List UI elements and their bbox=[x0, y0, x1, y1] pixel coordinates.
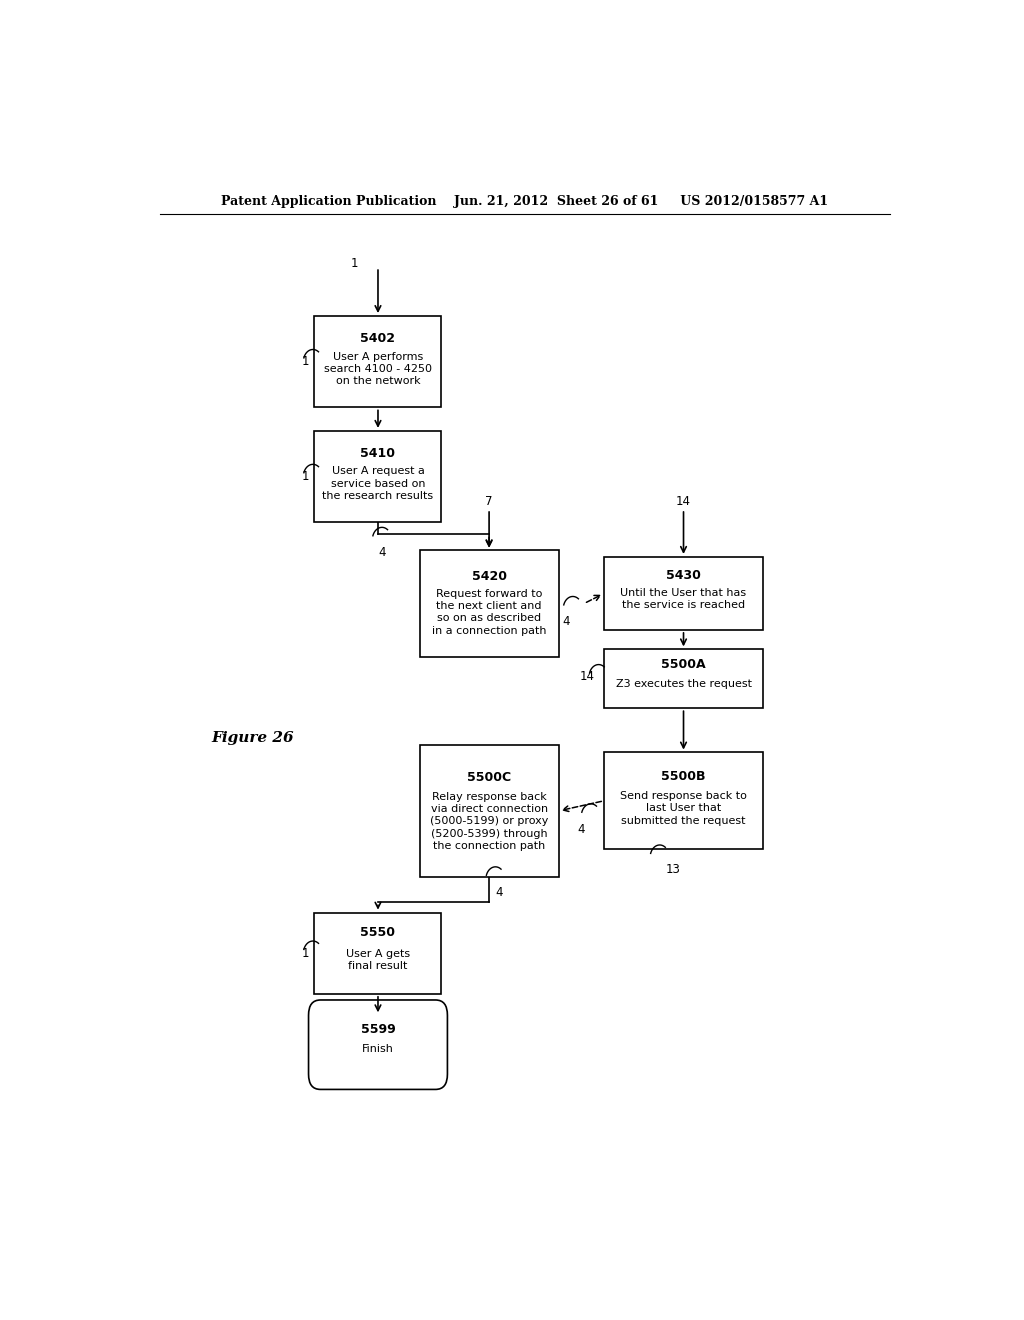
Text: Figure 26: Figure 26 bbox=[211, 731, 294, 744]
FancyBboxPatch shape bbox=[604, 557, 763, 630]
Text: 1: 1 bbox=[301, 946, 309, 960]
Text: 14: 14 bbox=[676, 495, 691, 508]
FancyBboxPatch shape bbox=[604, 752, 763, 849]
Text: Z3 executes the request: Z3 executes the request bbox=[615, 678, 752, 689]
Text: 5500C: 5500C bbox=[467, 771, 511, 784]
FancyBboxPatch shape bbox=[420, 550, 558, 657]
Text: Until the User that has
the service is reached: Until the User that has the service is r… bbox=[621, 589, 746, 610]
Text: 5500B: 5500B bbox=[662, 770, 706, 783]
FancyBboxPatch shape bbox=[308, 1001, 447, 1089]
FancyBboxPatch shape bbox=[420, 744, 558, 876]
FancyBboxPatch shape bbox=[604, 649, 763, 709]
Text: 5599: 5599 bbox=[360, 1023, 395, 1036]
Text: 1: 1 bbox=[301, 470, 309, 483]
Text: 1: 1 bbox=[301, 355, 309, 368]
Text: 5402: 5402 bbox=[360, 333, 395, 346]
Text: User A gets
final result: User A gets final result bbox=[346, 949, 410, 972]
Text: Patent Application Publication    Jun. 21, 2012  Sheet 26 of 61     US 2012/0158: Patent Application Publication Jun. 21, … bbox=[221, 194, 828, 207]
Text: 4: 4 bbox=[496, 886, 503, 899]
Text: 4: 4 bbox=[562, 615, 570, 628]
FancyBboxPatch shape bbox=[314, 315, 441, 408]
Text: 14: 14 bbox=[580, 671, 595, 684]
Text: Finish: Finish bbox=[362, 1044, 394, 1055]
Text: 4: 4 bbox=[578, 822, 585, 836]
Text: Request forward to
the next client and
so on as described
in a connection path: Request forward to the next client and s… bbox=[432, 589, 547, 636]
Text: 1: 1 bbox=[350, 256, 358, 269]
Text: 5420: 5420 bbox=[472, 570, 507, 583]
Text: Send response back to
last User that
submitted the request: Send response back to last User that sub… bbox=[621, 791, 746, 826]
FancyBboxPatch shape bbox=[314, 430, 441, 523]
Text: 7: 7 bbox=[485, 495, 493, 508]
Text: User A request a
service based on
the research results: User A request a service based on the re… bbox=[323, 466, 433, 502]
Text: Relay response back
via direct connection
(5000-5199) or proxy
(5200-5399) throu: Relay response back via direct connectio… bbox=[430, 792, 548, 851]
Text: 5430: 5430 bbox=[666, 569, 701, 582]
Text: 5500A: 5500A bbox=[662, 657, 706, 671]
Text: 5550: 5550 bbox=[360, 927, 395, 940]
FancyBboxPatch shape bbox=[314, 912, 441, 994]
Text: 5410: 5410 bbox=[360, 447, 395, 461]
Text: 4: 4 bbox=[378, 546, 385, 560]
Text: User A performs
search 4100 - 4250
on the network: User A performs search 4100 - 4250 on th… bbox=[324, 351, 432, 387]
Text: 13: 13 bbox=[666, 863, 681, 876]
